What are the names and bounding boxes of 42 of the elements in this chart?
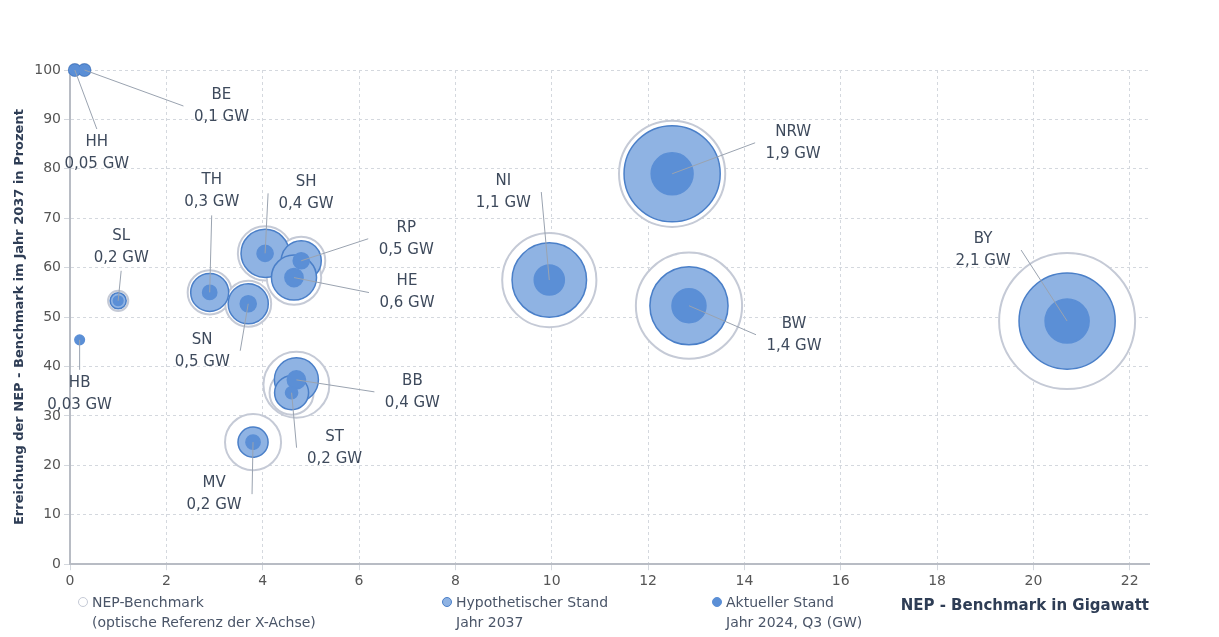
y-tick-label: 100 <box>34 60 61 77</box>
data-label: TH 0,3 GW <box>184 170 240 211</box>
data-label: BE 0,1 GW <box>193 84 250 125</box>
data-label: HH 0,05 GW <box>64 131 130 172</box>
x-tick-label: 6 <box>354 572 364 589</box>
data-label: ST 0,2 GW <box>307 426 363 467</box>
x-tick-label: 2 <box>161 572 171 589</box>
data-label: RP 0,5 GW <box>378 217 434 258</box>
x-tick-label: 22 <box>1120 572 1139 589</box>
x-tick-label: 16 <box>831 572 850 589</box>
x-tick-label: 10 <box>542 572 561 589</box>
y-tick-label: 20 <box>43 456 61 472</box>
y-tick-label: 40 <box>43 357 61 374</box>
x-tick-label: 14 <box>735 572 754 589</box>
data-label: HE 0,6 GW <box>379 271 435 312</box>
data-label: MV 0,2 GW <box>186 473 242 514</box>
x-tick-label: 4 <box>258 572 268 589</box>
y-axis-title: Erreichung der NEP - Benchmark im Jahr 2037 in Prozent <box>10 109 26 526</box>
data-label: SH 0,4 GW <box>278 172 334 213</box>
data-label: SN 0,5 GW <box>174 329 230 370</box>
y-tick-label: 10 <box>43 505 61 522</box>
x-tick-label: 12 <box>639 572 657 589</box>
data-label: SL 0,2 GW <box>93 225 149 266</box>
y-tick-label: 60 <box>43 258 61 275</box>
data-label: NI 1,1 GW <box>475 170 531 211</box>
y-tick-label: 70 <box>43 208 61 225</box>
y-tick-label: 90 <box>43 110 61 127</box>
x-axis-title: NEP - Benchmark in Gigawatt <box>900 595 1149 614</box>
y-tick-label: 50 <box>43 307 61 324</box>
legend-label: NEP-Benchmark (optische Referenz der X-Achse) <box>92 593 316 632</box>
x-tick-label: 0 <box>65 572 75 589</box>
legend-label: Hypothetischer Stand Jahr 2037 <box>456 593 609 632</box>
data-label: NRW 1,9 GW <box>765 121 821 162</box>
x-tick-label: 8 <box>450 572 460 589</box>
data-label: BW 1,4 GW <box>766 313 822 354</box>
legend-label: Aktueller Stand Jahr 2024, Q3 (GW) <box>726 593 863 632</box>
x-tick-label: 18 <box>928 572 946 589</box>
data-label: BY 2,1 GW <box>955 228 1011 269</box>
x-tick-label: 20 <box>1024 572 1043 589</box>
data-label: BB 0,4 GW <box>384 370 441 411</box>
y-tick-label: 80 <box>43 159 61 176</box>
y-tick-label: 0 <box>52 554 61 571</box>
